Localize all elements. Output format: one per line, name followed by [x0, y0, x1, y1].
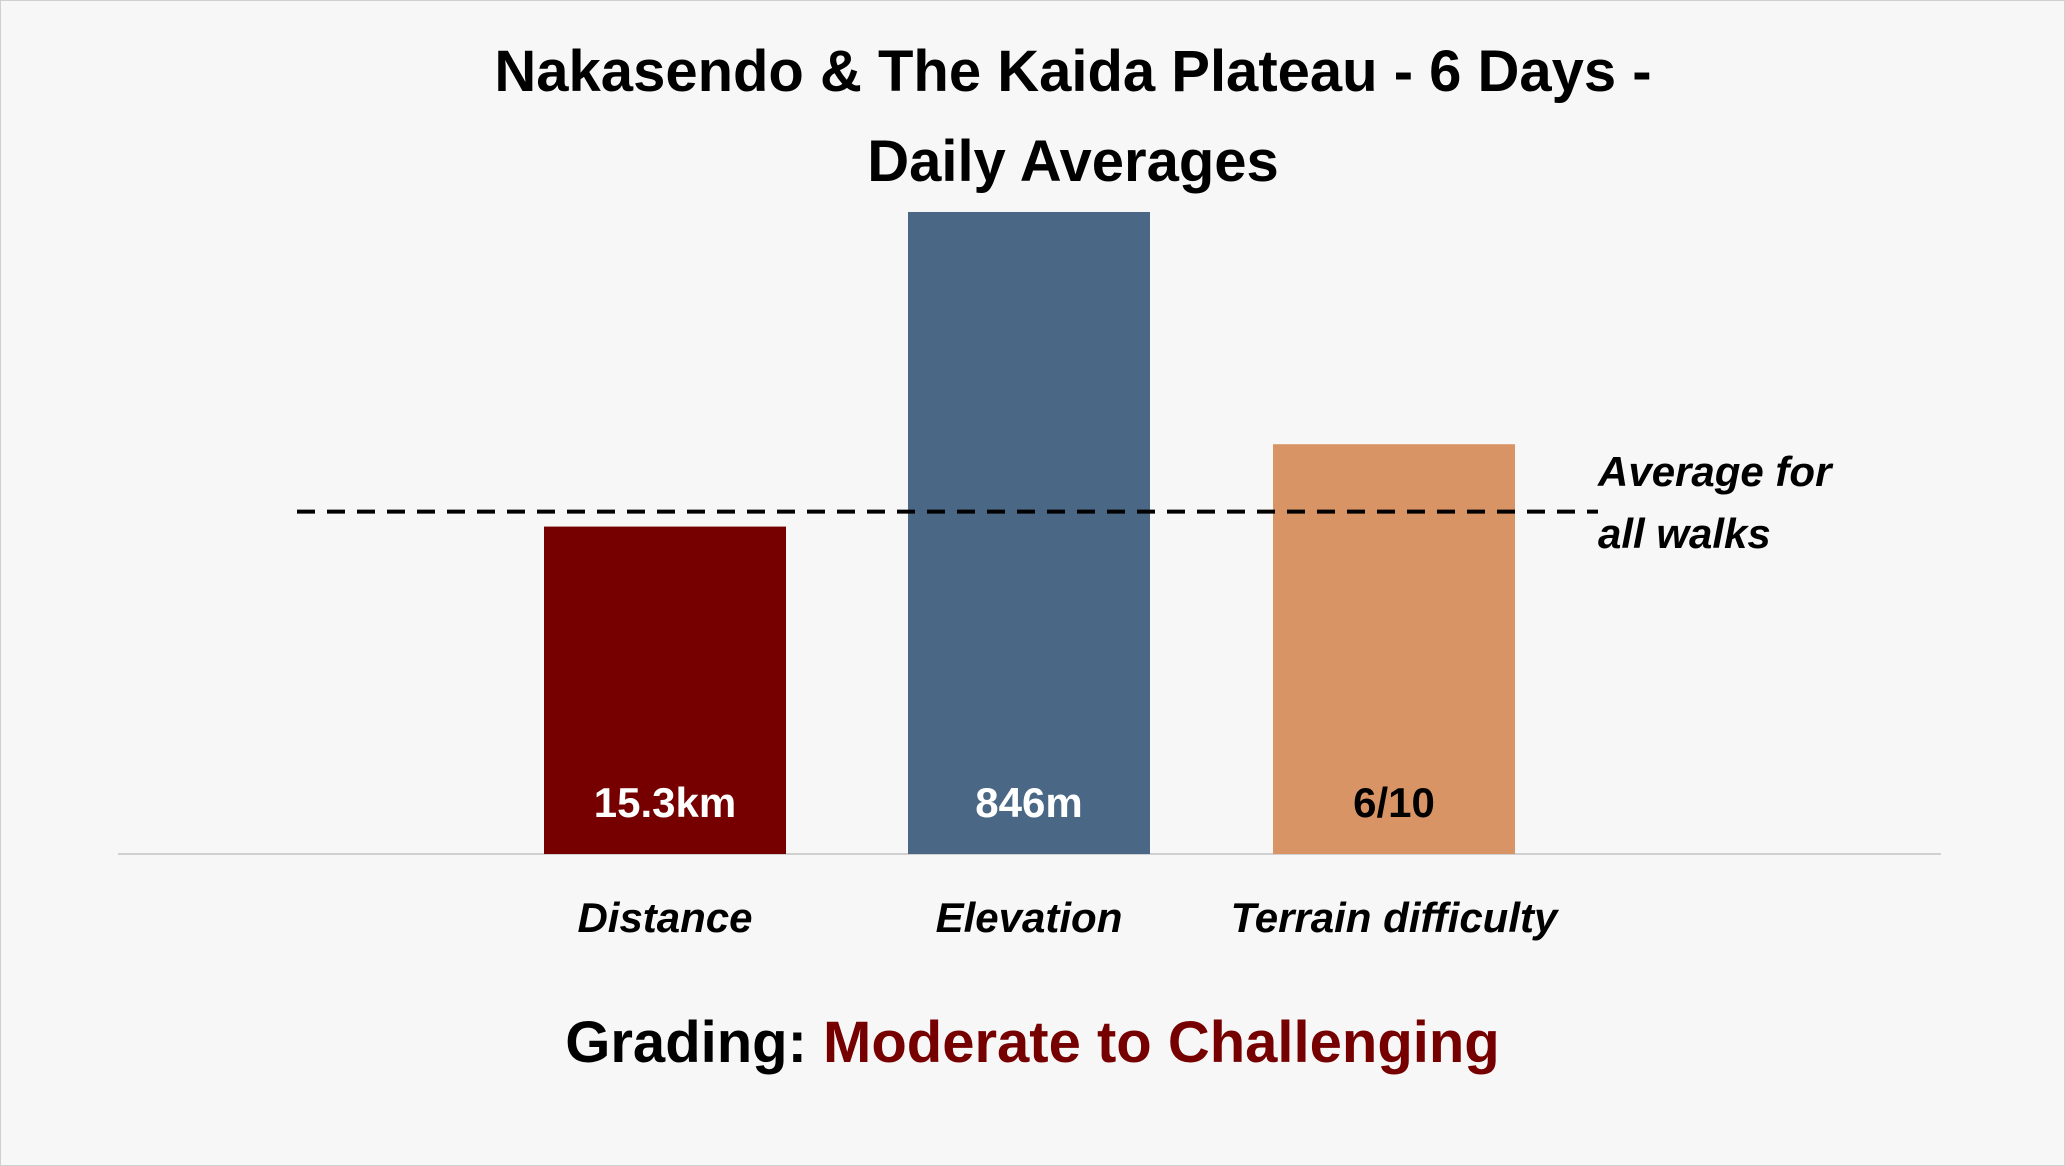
bar	[908, 212, 1150, 854]
grading: Grading: Moderate to Challenging	[1, 1009, 2064, 1076]
value-label: 15.3km	[594, 779, 736, 826]
x-tick-label: Distance	[577, 894, 752, 941]
grading-value: Moderate to Challenging	[823, 1010, 1500, 1075]
x-tick-label: Elevation	[936, 894, 1123, 941]
bar	[544, 526, 786, 854]
value-label: 846m	[975, 779, 1082, 826]
x-tick-label: Terrain difficulty	[1231, 894, 1560, 941]
grading-label: Grading:	[565, 1010, 807, 1075]
value-label: 6/10	[1353, 779, 1435, 826]
reference-label: Average for all walks	[1598, 448, 1832, 557]
chart-title: Nakasendo & The Kaida Plateau - 6 Days -…	[494, 39, 1652, 194]
